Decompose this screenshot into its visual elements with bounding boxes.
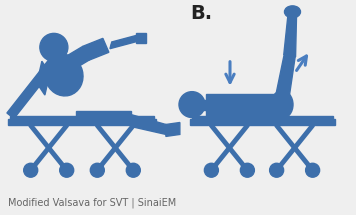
Circle shape xyxy=(24,163,38,177)
Circle shape xyxy=(240,163,255,177)
Ellipse shape xyxy=(45,54,83,96)
Polygon shape xyxy=(110,38,138,49)
Polygon shape xyxy=(192,115,333,118)
Polygon shape xyxy=(202,100,208,110)
Circle shape xyxy=(126,163,140,177)
Polygon shape xyxy=(63,46,89,72)
Circle shape xyxy=(179,92,205,118)
Text: B.: B. xyxy=(190,4,212,23)
Polygon shape xyxy=(76,111,131,123)
Polygon shape xyxy=(136,33,146,43)
Polygon shape xyxy=(211,115,266,123)
Polygon shape xyxy=(83,38,109,60)
Polygon shape xyxy=(206,94,276,115)
Circle shape xyxy=(269,163,284,177)
Text: Modified Valsava for SVT | SinaiEM: Modified Valsava for SVT | SinaiEM xyxy=(8,198,176,208)
Polygon shape xyxy=(111,35,139,45)
Circle shape xyxy=(60,163,74,177)
Polygon shape xyxy=(7,60,56,118)
Circle shape xyxy=(40,33,68,61)
Polygon shape xyxy=(37,61,50,95)
Polygon shape xyxy=(131,115,166,134)
Polygon shape xyxy=(284,11,297,57)
Polygon shape xyxy=(189,118,335,126)
Ellipse shape xyxy=(271,91,293,118)
Circle shape xyxy=(90,163,104,177)
Ellipse shape xyxy=(284,6,300,18)
Polygon shape xyxy=(166,123,180,137)
Polygon shape xyxy=(274,55,295,106)
Polygon shape xyxy=(10,115,154,118)
Circle shape xyxy=(204,163,218,177)
Circle shape xyxy=(305,163,320,177)
Polygon shape xyxy=(8,118,156,126)
